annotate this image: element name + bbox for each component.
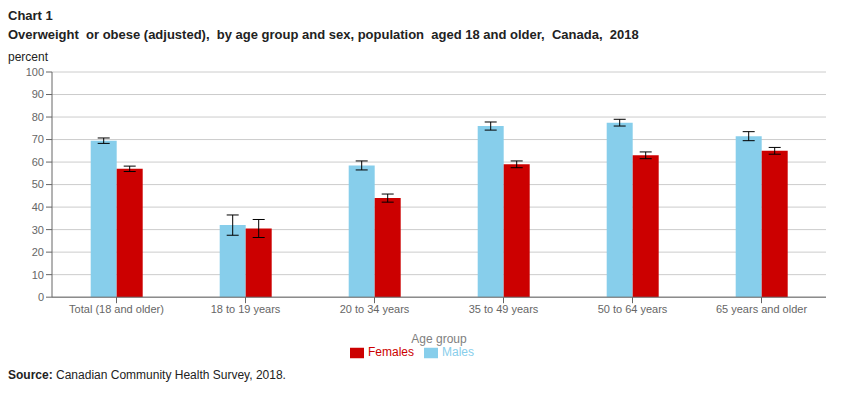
- svg-text:Age group: Age group: [411, 332, 467, 346]
- svg-text:50 to 64 years: 50 to 64 years: [598, 303, 668, 315]
- svg-text:90: 90: [32, 88, 44, 100]
- svg-text:35 to 49 years: 35 to 49 years: [469, 303, 539, 315]
- svg-text:18 to 19 years: 18 to 19 years: [211, 303, 281, 315]
- html-text:Males: Males: [442, 345, 474, 360]
- svg-text:0: 0: [38, 291, 44, 303]
- svg-text:70: 70: [32, 133, 44, 145]
- html-text:Overweight or obese (adjusted): Overweight or obese (adjusted), by age g…: [8, 27, 639, 42]
- svg-text:50: 50: [32, 178, 44, 190]
- svg-text:20 to 34 years: 20 to 34 years: [340, 303, 410, 315]
- svg-text:100: 100: [26, 66, 44, 78]
- svg-text:40: 40: [32, 201, 44, 213]
- html-text:percent: percent: [8, 50, 48, 64]
- svg-text:80: 80: [32, 111, 44, 123]
- html-text:Chart 1: Chart 1: [8, 8, 53, 23]
- html-text:Females: Females: [368, 345, 414, 360]
- svg-text:60: 60: [32, 156, 44, 168]
- svg-text:10: 10: [32, 269, 44, 281]
- svg-text:Total (18 and older): Total (18 and older): [69, 303, 164, 315]
- svg-text:30: 30: [32, 224, 44, 236]
- svg-text:20: 20: [32, 246, 44, 258]
- html-text:Source: Canadian Community Hea: Source: Canadian Community Health Survey…: [8, 368, 286, 382]
- svg-text:65 years and older: 65 years and older: [716, 303, 807, 315]
